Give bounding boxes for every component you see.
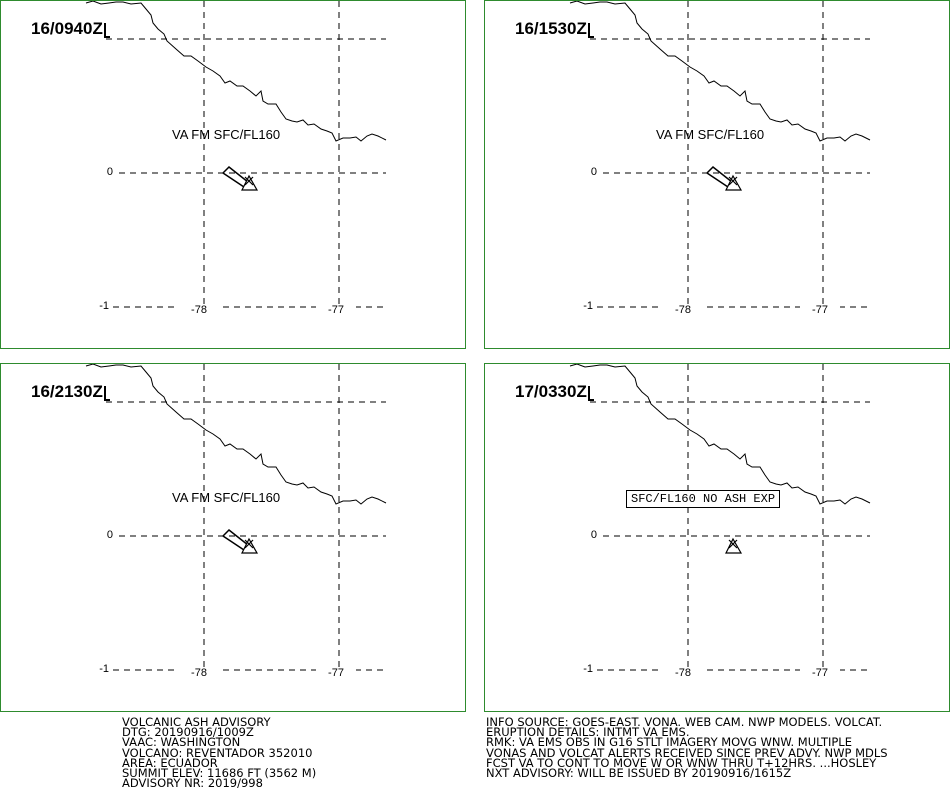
ash-label: VA FM SFC/FL160 xyxy=(172,127,281,142)
advisory-left-line-4: VOLCANO: REVENTADOR 352010 xyxy=(122,745,313,760)
map-panel-2: 16/1530Z VA FM SFC/FL160 0 -1 -78 -77 xyxy=(484,0,950,349)
advisory-left-line-5: AREA: ECUADOR xyxy=(122,755,218,770)
map-panel-1: 16/0940Z VA FM SFC/FL160 0 -1 -78 -77 xyxy=(0,0,466,349)
panel-time: 16/1530Z xyxy=(515,19,587,38)
time-marker xyxy=(104,23,110,38)
advisory-right-line-4: VONAS AND VOLCAT ALERTS RECEIVED SINCE P… xyxy=(486,745,888,760)
lat-label-minus1: -1 xyxy=(99,300,109,312)
lon-label-77: -77 xyxy=(316,667,356,679)
advisory-right-line-6: NXT ADVISORY: WILL BE ISSUED BY 20190916… xyxy=(486,766,792,781)
lon-label-77: -77 xyxy=(316,304,356,316)
advisory-right-line-2: ERUPTION DETAILS: INTMT VA EMS. xyxy=(486,725,690,740)
lon-label-77: -77 xyxy=(800,667,840,679)
panel-time: 16/2130Z xyxy=(31,382,103,401)
ash-label: VA FM SFC/FL160 xyxy=(172,490,281,505)
volcano-marker xyxy=(728,539,738,549)
map-canvas xyxy=(85,364,387,671)
advisory-left-line-6: SUMMIT ELEV: 11686 FT (3562 M) xyxy=(122,766,317,781)
lon-label-78: -78 xyxy=(179,304,219,316)
panel-time: 16/0940Z xyxy=(31,19,103,38)
coastline xyxy=(85,364,387,505)
ash-label: VA FM SFC/FL160 xyxy=(656,127,765,142)
advisory-left-line-1: VOLCANIC ASH ADVISORY xyxy=(122,715,271,729)
lon-label-78: -78 xyxy=(663,304,703,316)
advisory-left-line-7: ADVISORY NR: 2019/998 xyxy=(122,776,263,791)
lat-label-0: 0 xyxy=(106,166,113,178)
volcano-marker xyxy=(244,539,254,549)
lat-label-minus1: -1 xyxy=(99,663,109,675)
advisory-info-left: VOLCANIC ASH ADVISORY DTG: 20190916/1009Z… xyxy=(122,715,317,791)
volcano-marker xyxy=(244,176,254,186)
lat-label-0: 0 xyxy=(590,529,597,541)
lat-label-0: 0 xyxy=(106,529,113,541)
advisory-left-line-3: VAAC: WASHINGTON xyxy=(122,735,241,750)
ash-plume-polygon xyxy=(705,165,734,189)
volcano-marker xyxy=(728,176,738,186)
panel-time: 17/0330Z xyxy=(515,382,587,401)
volcano-triangle xyxy=(241,174,259,191)
map-canvas xyxy=(85,1,387,308)
ash-plume-polygon xyxy=(221,528,250,552)
advisory-info-right: INFO SOURCE: GOES-EAST. VONA. WEB CAM. N… xyxy=(486,715,888,781)
lat-label-minus1: -1 xyxy=(583,300,593,312)
time-marker xyxy=(588,386,594,401)
map-panel-3: 16/2130Z VA FM SFC/FL160 0 -1 -78 -77 xyxy=(0,363,466,712)
coastline xyxy=(569,364,871,505)
lon-label-78: -78 xyxy=(179,667,219,679)
no-ash-label: SFC/FL160 NO ASH EXP xyxy=(626,490,781,508)
ash-plume-polygon xyxy=(221,165,250,189)
time-marker xyxy=(104,386,110,401)
volcano-triangle xyxy=(725,174,743,191)
advisory-right-line-5: FCST VA TO CONT TO MOVE W OR WNW THRU T+… xyxy=(486,755,877,770)
lat-label-0: 0 xyxy=(590,166,597,178)
coastline xyxy=(85,1,387,142)
advisory-right-line-1: INFO SOURCE: GOES-EAST. VONA. WEB CAM. N… xyxy=(486,715,883,729)
lon-label-77: -77 xyxy=(800,304,840,316)
advisory-right-line-3: RMK: VA EMS OBS IN G16 STLT IMAGERY MOVG… xyxy=(486,735,852,750)
volcano-triangle xyxy=(725,537,743,554)
time-marker xyxy=(588,23,594,38)
map-canvas xyxy=(569,364,871,671)
lon-label-78: -78 xyxy=(663,667,703,679)
lat-label-minus1: -1 xyxy=(583,663,593,675)
map-canvas xyxy=(569,1,871,308)
coastline xyxy=(569,1,871,142)
map-panel-4: 17/0330Z SFC/FL160 NO ASH EXP 0 -1 -78 -… xyxy=(484,363,950,712)
advisory-left-line-2: DTG: 20190916/1009Z xyxy=(122,725,254,740)
volcano-triangle xyxy=(241,537,259,554)
